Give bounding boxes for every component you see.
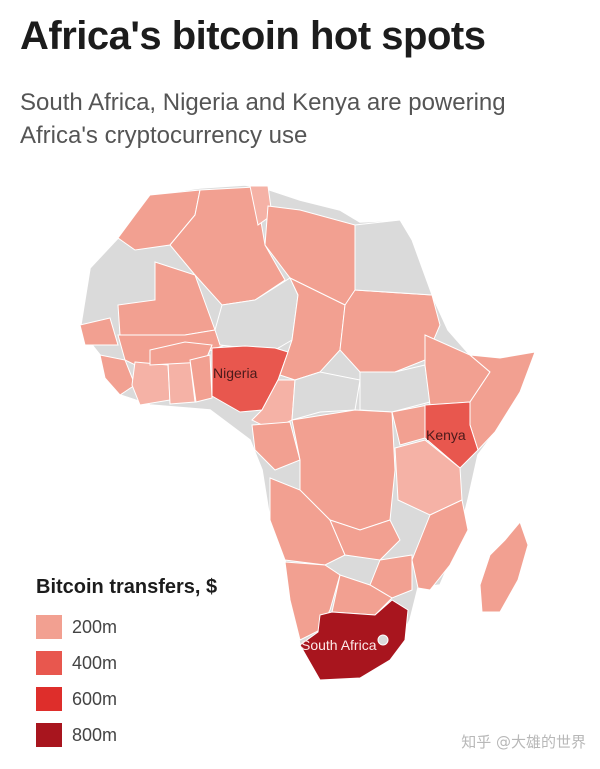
legend-title: Bitcoin transfers, $ (36, 576, 218, 598)
region-cote-divoire[interactable] (131, 361, 171, 406)
legend-label: 600m (72, 688, 118, 709)
page-subtitle: South Africa, Nigeria and Kenya are powe… (20, 89, 506, 149)
legend-swatch (36, 615, 62, 639)
legend-item-800m: 800m (36, 723, 217, 747)
region-kenya[interactable] (424, 401, 479, 469)
region-angola[interactable] (269, 477, 346, 566)
region-zimbabwe[interactable] (369, 554, 413, 599)
legend-swatch (36, 723, 62, 747)
region-guinea[interactable] (99, 354, 136, 396)
legend-swatch (36, 651, 62, 675)
label-nigeria: Nigeria (213, 365, 258, 381)
legend-label: 800m (72, 724, 118, 745)
label-south-africa: South Africa (301, 637, 377, 653)
label-kenya: Kenya (426, 427, 466, 443)
region-senegal[interactable] (79, 317, 119, 346)
region-gabon-congo[interactable] (251, 421, 301, 471)
watermark: 知乎 @大雄的世界 (461, 733, 586, 751)
legend-swatch (36, 687, 62, 711)
region-zambia[interactable] (329, 519, 401, 561)
region-somalia[interactable] (468, 351, 536, 451)
legend-item-200m: 200m (36, 615, 217, 639)
region-botswana[interactable] (331, 574, 393, 616)
legend-label: 200m (72, 616, 118, 637)
region-lesotho[interactable] (377, 634, 389, 646)
region-south-africa[interactable] (299, 599, 409, 681)
region-niger[interactable] (214, 277, 299, 351)
region-egypt[interactable] (354, 219, 433, 296)
region-south-sudan[interactable] (359, 364, 431, 413)
legend-item-400m: 400m (36, 651, 217, 675)
region-togo-benin[interactable] (189, 354, 213, 403)
page-title: Africa's bitcoin hot spots (20, 14, 486, 58)
africa-map: Nigeria Kenya South Africa (79, 184, 537, 681)
legend-label: 400m (72, 652, 118, 673)
region-mozambique[interactable] (411, 499, 469, 591)
region-madagascar[interactable] (479, 521, 529, 613)
legend-item-600m: 600m (36, 687, 217, 711)
map-legend: Bitcoin transfers, $ 200m 400m 600m 800m (36, 576, 217, 759)
